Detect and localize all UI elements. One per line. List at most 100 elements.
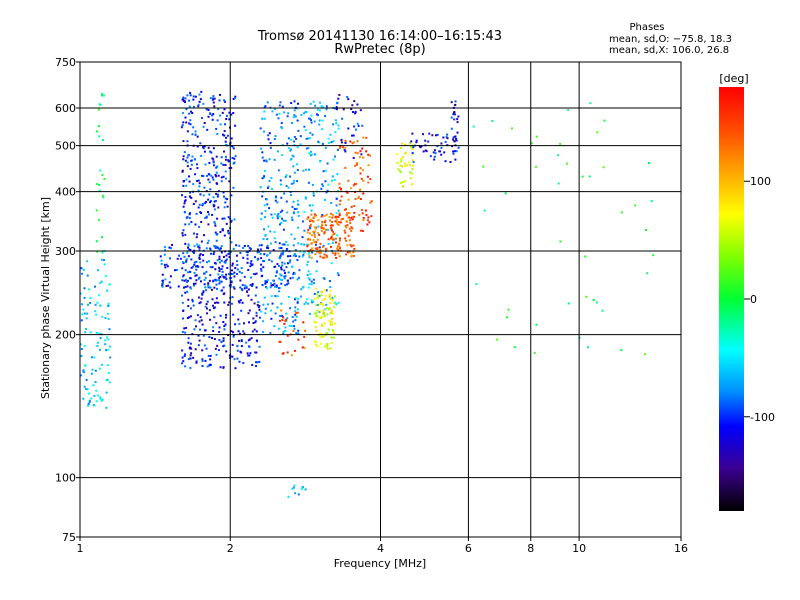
echo-point bbox=[239, 279, 242, 282]
echo-point bbox=[332, 336, 335, 339]
echo-point bbox=[254, 351, 257, 354]
echo-point bbox=[281, 264, 284, 267]
echo-point bbox=[94, 381, 97, 384]
echo-point bbox=[301, 255, 304, 258]
echo-point bbox=[316, 303, 319, 306]
echo-point bbox=[334, 237, 337, 240]
echo-point bbox=[358, 156, 361, 159]
echo-point bbox=[347, 179, 350, 182]
echo-point bbox=[309, 218, 312, 221]
echo-point bbox=[475, 283, 478, 286]
echo-point bbox=[195, 212, 198, 215]
echo-point bbox=[217, 108, 220, 111]
echo-point bbox=[206, 365, 209, 368]
echo-point bbox=[304, 329, 307, 332]
echo-point bbox=[251, 363, 254, 366]
echo-point bbox=[95, 313, 98, 316]
echo-point bbox=[331, 317, 334, 320]
echo-point bbox=[261, 177, 264, 180]
echo-point bbox=[452, 150, 455, 153]
chart-subtitle: RwPretec (8p) bbox=[334, 42, 425, 57]
echo-point bbox=[281, 314, 284, 317]
echo-point bbox=[219, 280, 222, 283]
echo-point bbox=[365, 136, 368, 139]
echo-point bbox=[195, 274, 198, 277]
echo-point bbox=[213, 204, 216, 207]
echo-point bbox=[199, 301, 202, 304]
echo-point bbox=[212, 280, 215, 283]
echo-point bbox=[216, 287, 219, 290]
y-tick-label: 600 bbox=[55, 102, 76, 115]
echo-point bbox=[186, 94, 189, 97]
echo-point bbox=[589, 102, 592, 105]
echo-point bbox=[320, 323, 323, 326]
echo-point bbox=[307, 252, 310, 255]
echo-point bbox=[350, 245, 353, 248]
echo-point bbox=[315, 250, 318, 253]
echo-point bbox=[246, 257, 249, 260]
echo-point bbox=[314, 253, 317, 256]
echo-point bbox=[326, 347, 329, 350]
echo-point bbox=[310, 119, 313, 122]
echo-point bbox=[83, 312, 86, 315]
echo-point bbox=[337, 124, 340, 127]
echo-point bbox=[103, 177, 106, 180]
echo-point bbox=[181, 349, 184, 352]
echo-point bbox=[213, 222, 216, 225]
echo-point bbox=[205, 289, 208, 292]
echo-point bbox=[327, 137, 330, 140]
echo-point bbox=[252, 273, 255, 276]
echo-point bbox=[355, 128, 358, 131]
echo-point bbox=[330, 336, 333, 339]
echo-point bbox=[305, 243, 308, 246]
echo-point bbox=[221, 265, 224, 268]
echo-point bbox=[96, 341, 99, 344]
echo-point bbox=[273, 325, 276, 328]
echo-point bbox=[296, 146, 299, 149]
echo-point bbox=[230, 281, 233, 284]
echo-point bbox=[209, 274, 212, 277]
echo-point bbox=[284, 275, 287, 278]
echo-point bbox=[105, 274, 108, 277]
x-tick-label: 1 bbox=[77, 542, 84, 555]
echo-point bbox=[309, 154, 312, 157]
echo-point bbox=[311, 219, 314, 222]
echo-point bbox=[186, 161, 189, 164]
echo-point bbox=[197, 189, 200, 192]
echo-point bbox=[198, 339, 201, 342]
echo-point bbox=[359, 167, 362, 170]
echo-point bbox=[292, 486, 295, 489]
echo-point bbox=[450, 127, 453, 130]
echo-point bbox=[205, 190, 208, 193]
echo-point bbox=[297, 297, 300, 300]
echo-point bbox=[196, 243, 199, 246]
echo-point bbox=[212, 178, 215, 181]
echo-point bbox=[220, 245, 223, 248]
echo-point bbox=[290, 266, 293, 269]
echo-point bbox=[270, 317, 273, 320]
echo-point bbox=[202, 259, 205, 262]
echo-point bbox=[163, 263, 166, 266]
echo-point bbox=[168, 257, 171, 260]
echo-point bbox=[343, 229, 346, 232]
echo-point bbox=[309, 131, 312, 134]
echo-point bbox=[323, 232, 326, 235]
echo-point bbox=[248, 309, 251, 312]
echo-point bbox=[182, 158, 185, 161]
echo-point bbox=[285, 184, 288, 187]
echo-point bbox=[535, 165, 538, 168]
echo-point bbox=[278, 104, 281, 107]
echo-point bbox=[191, 300, 194, 303]
echo-point bbox=[338, 255, 341, 258]
echo-point bbox=[318, 251, 321, 254]
echo-point bbox=[323, 221, 326, 224]
echo-point bbox=[200, 220, 203, 223]
echo-point bbox=[294, 297, 297, 300]
echo-point bbox=[319, 332, 322, 335]
echo-point bbox=[104, 317, 107, 320]
echo-point bbox=[185, 261, 188, 264]
echo-point bbox=[96, 183, 99, 186]
y-tick-label: 200 bbox=[55, 329, 76, 342]
echo-point bbox=[320, 294, 323, 297]
echo-point bbox=[336, 245, 339, 248]
